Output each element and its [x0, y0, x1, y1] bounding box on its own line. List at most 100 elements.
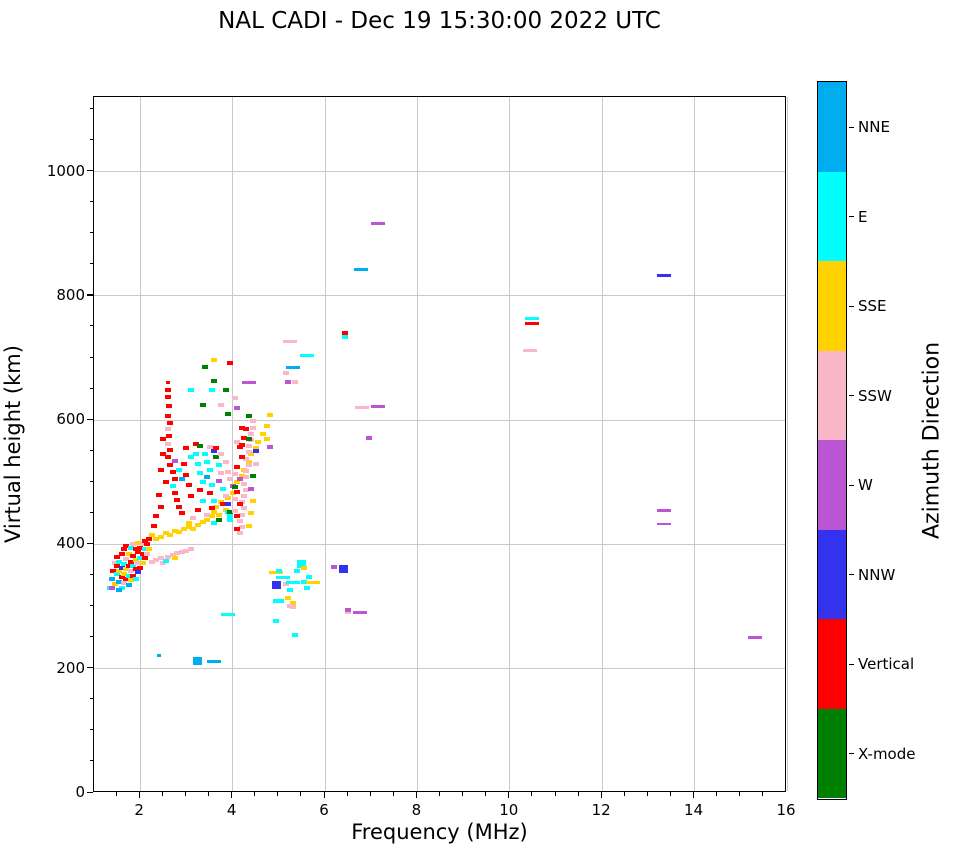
- x-gridline: [324, 97, 326, 791]
- data-point: [250, 419, 257, 424]
- x-gridline: [232, 97, 234, 791]
- y-minor-tick: [89, 356, 93, 358]
- data-point: [176, 504, 183, 509]
- data-point: [188, 493, 195, 498]
- data-point: [231, 509, 238, 514]
- data-point: [371, 222, 386, 226]
- data-point: [181, 461, 188, 466]
- data-point: [282, 370, 289, 375]
- x-minor-tick: [762, 792, 764, 796]
- data-point: [171, 528, 178, 533]
- x-minor-tick: [439, 792, 440, 796]
- data-point: [264, 424, 271, 429]
- data-point: [238, 425, 245, 430]
- data-point: [190, 516, 197, 521]
- data-point: [183, 446, 190, 451]
- data-point: [111, 582, 118, 587]
- data-point: [285, 581, 300, 585]
- data-point: [278, 598, 285, 603]
- data-point: [185, 520, 192, 525]
- data-point: [354, 267, 369, 271]
- y-major-tick: [87, 791, 93, 793]
- x-minor-tick: [346, 792, 348, 796]
- x-major-tick: [323, 792, 325, 798]
- data-point: [252, 449, 259, 454]
- data-point: [199, 520, 206, 525]
- data-point: [234, 464, 241, 469]
- data-point: [123, 557, 130, 562]
- data-point: [165, 434, 172, 439]
- data-point: [164, 394, 171, 399]
- data-point: [162, 480, 169, 485]
- data-point: [109, 577, 116, 582]
- data-point: [111, 561, 118, 566]
- y-major-tick: [87, 418, 93, 420]
- data-point: [522, 349, 537, 353]
- data-point: [352, 610, 367, 614]
- data-point: [116, 568, 123, 573]
- data-point: [194, 461, 201, 466]
- data-point: [139, 551, 146, 556]
- data-point: [524, 317, 539, 321]
- data-point: [146, 547, 153, 552]
- data-point: [208, 483, 215, 488]
- data-point: [121, 580, 128, 585]
- data-point: [169, 552, 176, 557]
- data-point: [127, 569, 134, 574]
- x-minor-tick: [577, 792, 579, 796]
- data-point: [227, 510, 234, 515]
- data-point: [125, 582, 132, 587]
- data-point: [123, 543, 130, 548]
- data-point: [148, 533, 155, 538]
- data-point: [211, 510, 218, 515]
- colorbar-tick: [849, 484, 854, 486]
- y-minor-tick: [89, 325, 93, 327]
- data-point: [287, 603, 294, 608]
- data-point: [199, 403, 206, 408]
- data-point: [132, 547, 139, 552]
- colorbar-label-nnw: NNW: [858, 565, 896, 584]
- data-point: [156, 654, 161, 658]
- data-point: [114, 564, 121, 569]
- data-point: [236, 445, 243, 450]
- data-point: [204, 517, 211, 522]
- colorbar-segment-nne: [818, 82, 846, 172]
- data-point: [121, 547, 128, 552]
- data-point: [162, 531, 169, 536]
- data-point: [245, 436, 252, 441]
- data-point: [164, 387, 171, 392]
- data-point: [197, 470, 204, 475]
- data-point: [243, 456, 250, 461]
- data-point: [190, 526, 197, 531]
- data-point: [141, 546, 148, 551]
- data-point: [211, 358, 218, 363]
- data-point: [301, 579, 308, 584]
- data-point: [157, 534, 164, 539]
- data-point: [160, 436, 167, 441]
- data-point: [657, 274, 672, 278]
- y-minor-tick: [89, 201, 93, 203]
- data-point: [224, 411, 231, 416]
- x-tick-label: 16: [776, 801, 796, 819]
- data-point: [234, 480, 241, 485]
- data-point: [218, 452, 225, 457]
- x-minor-tick: [300, 792, 302, 796]
- data-point: [243, 475, 250, 480]
- data-point: [114, 572, 121, 577]
- y-major-tick: [87, 170, 93, 172]
- y-minor-tick: [89, 574, 93, 575]
- data-point: [287, 587, 294, 592]
- data-point: [204, 460, 211, 465]
- data-point: [275, 569, 282, 574]
- data-point: [118, 551, 125, 556]
- data-point: [211, 498, 218, 503]
- data-point: [222, 388, 229, 393]
- data-point: [167, 420, 174, 425]
- data-point: [148, 559, 155, 564]
- y-minor-tick: [89, 760, 93, 762]
- data-point: [204, 512, 211, 517]
- data-point: [285, 596, 292, 601]
- data-point: [188, 455, 195, 460]
- data-point: [116, 559, 123, 564]
- data-point: [146, 537, 153, 542]
